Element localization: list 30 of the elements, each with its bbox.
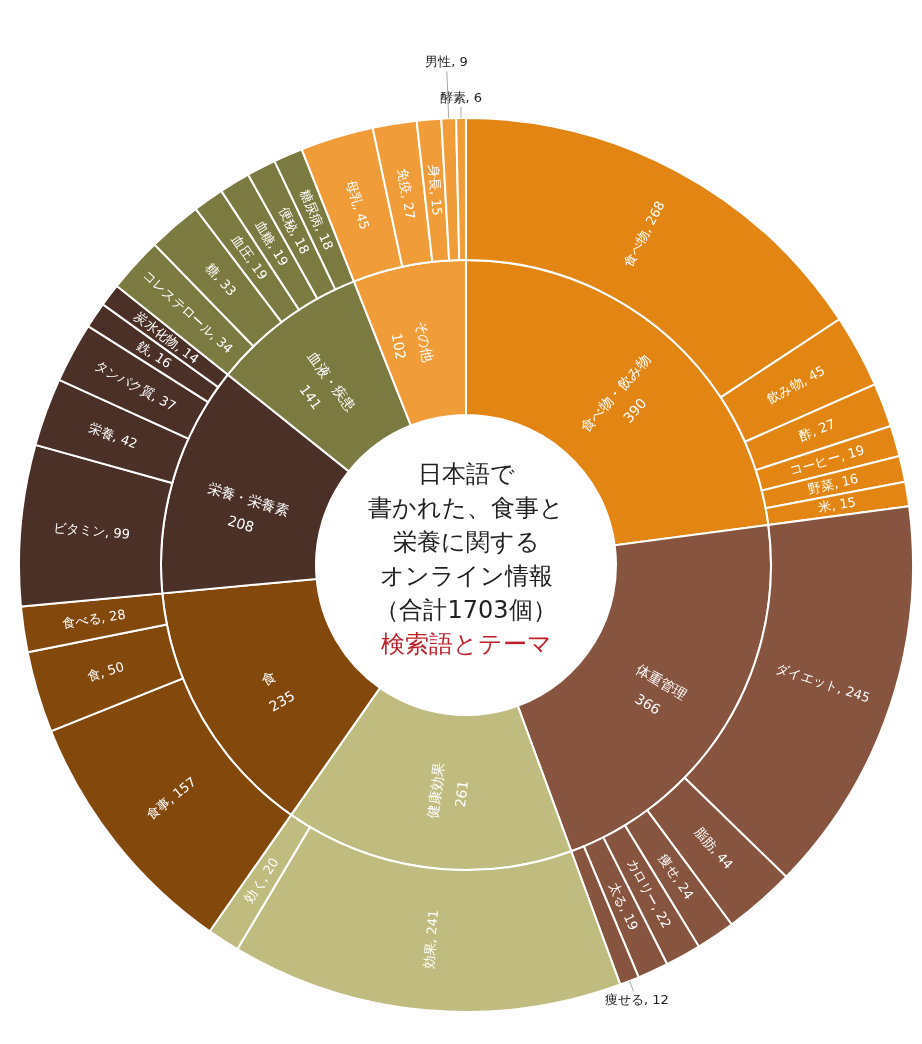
slice-label: 栄養, 42 (86, 420, 140, 452)
slice-label: 食べる, 28 (61, 606, 127, 631)
slice-label: 酵素, 6 (439, 90, 483, 106)
slice-label: その他 (412, 319, 437, 364)
slice-label: 飲み物, 45 (764, 362, 828, 407)
slice-label: 食, 50 (85, 659, 126, 685)
slice-label: 米, 15 (817, 494, 857, 516)
data-label: 102 (388, 331, 410, 361)
data-label: 235 (266, 687, 298, 715)
slice-label: ダイエット, 245 (774, 660, 872, 706)
slice-label: 効く, 20 (241, 855, 282, 906)
data-label: 366 (632, 690, 664, 718)
slice-label: 健康効果 (424, 761, 448, 820)
text: 日本語で書かれた、食事と栄養に関するオンライン情報（合計1703個） (368, 460, 564, 624)
slice-label: 酢, 27 (796, 416, 838, 444)
slice-label: 効果, 241 (420, 909, 442, 970)
slice-label: 母乳, 45 (343, 178, 373, 232)
data-label: 261 (451, 779, 472, 809)
data-label: 208 (225, 512, 256, 536)
slice-label: 身長, 15 (425, 164, 445, 217)
slice-label: ビタミン, 99 (52, 520, 131, 542)
slice-label: 野菜, 16 (806, 470, 860, 497)
slice-label: 食事, 157 (143, 774, 199, 823)
slice-label: 糖, 33 (203, 260, 240, 299)
slice-label: 食べ物, 268 (620, 198, 668, 270)
text: 検索語とテーマ (380, 630, 552, 658)
slice-label: 痩せる, 12 (604, 991, 669, 1007)
slice-label: 男性, 9 (425, 54, 468, 70)
slice-label: 免疫, 27 (394, 167, 418, 221)
slice-label: 食 (258, 668, 279, 689)
